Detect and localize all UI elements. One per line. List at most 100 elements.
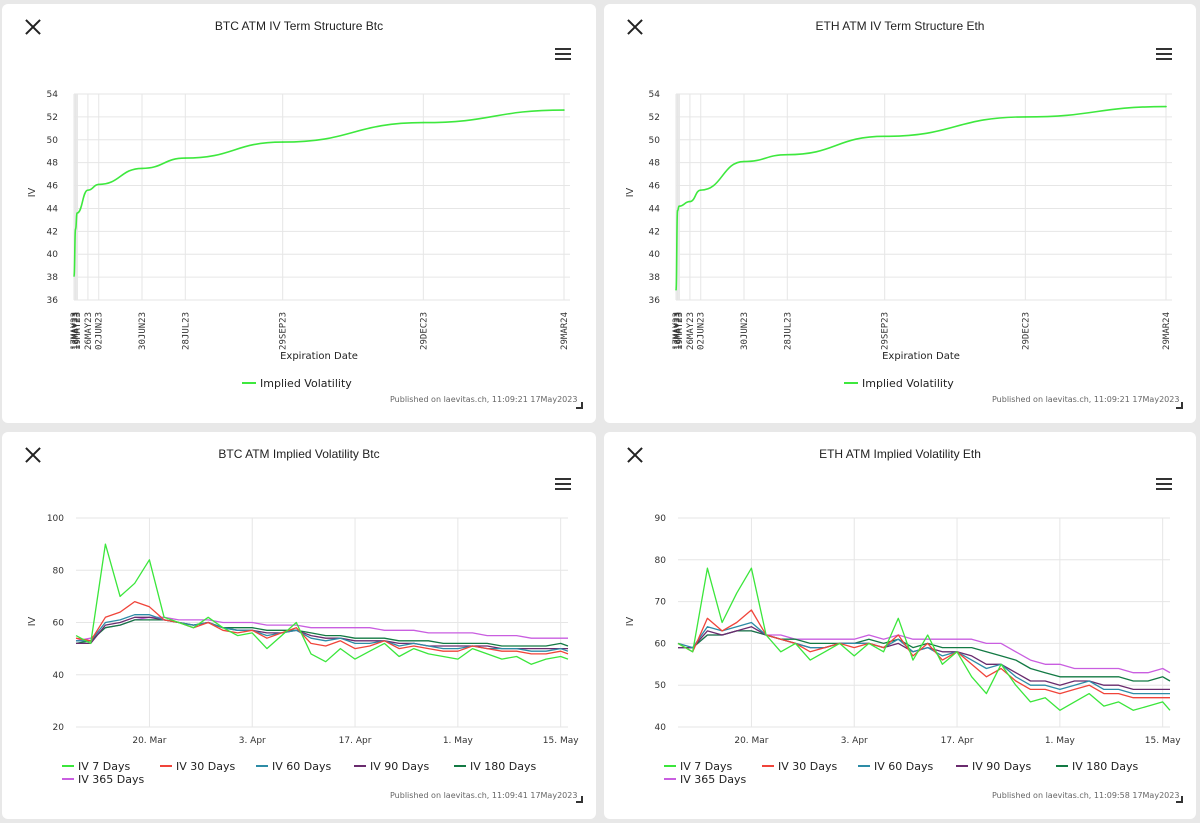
y-tick-label: 36 [47,296,59,306]
legend-label: IV 30 Days [778,760,837,773]
y-tick-label: 20 [53,723,65,733]
x-tick-label: 17MAY23 [672,312,682,350]
series-line-implied-volatility [73,109,565,277]
data-point [563,109,565,111]
series-line-iv-60-days [76,614,569,652]
y-tick-label: 38 [649,273,661,283]
y-tick-label: 46 [649,182,661,192]
hamburger-menu-icon[interactable] [1156,48,1172,60]
hamburger-menu-icon[interactable] [555,478,571,490]
y-tick-label: 54 [649,90,661,100]
x-tick-label: 26MAY23 [686,312,696,350]
y-tick-label: 42 [47,227,58,237]
series-line-iv-7-days [75,543,569,665]
eth-term-structure-chart: 36 38 40 42 44 46 48 50 52 54 17MAY2318MAY2319MAY2… [649,90,1172,390]
data-point [184,157,187,159]
data-point [676,209,679,212]
x-tick-label: 20. Mar [734,736,768,746]
y-tick-label: 52 [47,113,58,123]
chart-title: ETH ATM Implied Volatility Eth [819,447,981,461]
x-tick-label: 29DEC23 [1021,312,1031,350]
x-axis-title: Expiration Date [882,351,960,362]
y-tick-label: 40 [47,250,59,260]
hamburger-menu-icon[interactable] [1156,478,1172,490]
btc-implied-volatility-panel: BTC ATM Implied Volatility Btc IV 20 40 60… [2,432,596,819]
data-point [883,135,886,138]
resize-handle-icon[interactable] [1176,796,1183,803]
x-tick-label: 1. May [443,736,474,746]
legend-label: IV 60 Days [874,760,933,773]
chart-title: BTC ATM Implied Volatility Btc [218,447,380,461]
data-point [76,212,78,214]
x-tick-label: 3. Apr [239,736,266,746]
y-tick-label: 60 [53,619,65,629]
hamburger-menu-icon[interactable] [555,48,571,60]
published-note: Published on laevitas.ch, 11:09:21 17May… [390,395,578,404]
data-point [422,121,425,124]
resize-handle-icon[interactable] [1176,402,1183,409]
y-tick-label: 60 [655,639,667,649]
legend-label: IV 7 Days [680,760,732,773]
x-tick-label: 15. May [1145,736,1181,746]
data-point [699,189,702,191]
chart-title: BTC ATM IV Term Structure Btc [214,19,384,33]
y-tick-label: 42 [649,227,660,237]
y-tick-label: 52 [649,113,660,123]
series-line-iv-30-days [677,609,1170,699]
y-tick-label: 100 [47,514,64,524]
series-line-iv-7-days [677,567,1171,711]
published-note: Published on laevitas.ch, 11:09:41 17May… [390,791,578,800]
legend-label: IV 60 Days [272,760,331,773]
btc-term-structure-chart: 36 38 40 42 44 46 48 50 52 54 17MAY2318MAY2319MAY2… [47,90,570,390]
data-point [689,200,691,203]
x-tick-label: 30JUN23 [138,312,148,350]
y-tick-label: 54 [47,90,59,100]
y-tick-label: 50 [655,681,667,691]
x-tick-label: 26MAY23 [84,312,94,350]
x-tick-label: 15. May [543,736,579,746]
y-tick-label: 40 [53,671,65,681]
x-tick-label: 02JUN23 [95,312,105,350]
btc-term-structure-panel: BTC ATM IV Term Structure Btc IV 36 38 40 4… [2,4,596,423]
x-tick-label: 17. Apr [339,736,372,746]
btc-implied-volatility-chart: 20 40 60 80 100 20. Mar 3. Apr 17. Apr 1. May 15.… [47,514,579,786]
x-tick-label: 17. Apr [941,736,974,746]
series-line-iv-30-days [75,600,569,655]
data-point [1165,105,1167,108]
series-line-iv-365-days [75,616,568,642]
series-line-iv-90-days [76,616,568,650]
resize-handle-icon[interactable] [576,796,583,803]
x-tick-label: 30JUN23 [740,312,750,350]
y-tick-label: 70 [655,598,667,608]
y-tick-label: 40 [649,250,661,260]
legend-label: IV 180 Days [1072,760,1138,773]
x-tick-label: 29DEC23 [419,312,429,350]
series-line-iv-180-days [75,619,569,647]
legend-label: Implied Volatility [260,377,352,390]
y-tick-label: 40 [655,723,667,733]
y-tick-label: 50 [47,136,59,146]
x-tick-label: 1. May [1045,736,1076,746]
published-note: Published on laevitas.ch, 11:09:21 17May… [992,395,1180,404]
x-tick-label: 29MAR24 [1162,312,1172,350]
data-point [73,275,75,277]
legend-label: IV 365 Days [78,773,144,786]
series-line-iv-60-days [677,621,1170,695]
x-tick-label: 29SEP23 [279,312,289,350]
eth-implied-volatility-chart: 40 50 60 70 80 90 20. Mar 3. Apr 17. Apr 1. May 15… [655,514,1182,786]
data-point [87,189,89,191]
legend-label: IV 365 Days [680,773,746,786]
y-tick-label: 80 [53,566,65,576]
data-point [141,167,143,170]
legend-label: Implied Volatility [862,377,954,390]
data-point [678,205,680,207]
legend-label: IV 30 Days [176,760,235,773]
series-line-implied-volatility [675,105,1167,291]
legend-label: IV 90 Days [972,760,1031,773]
x-tick-label: 19MAY23 [73,312,83,350]
y-tick-label: 38 [47,273,59,283]
y-tick-label: 48 [47,159,59,169]
eth-implied-volatility-panel: ETH ATM Implied Volatility Eth IV 40 50 60… [604,432,1196,819]
data-point [97,183,100,186]
resize-handle-icon[interactable] [576,402,583,409]
